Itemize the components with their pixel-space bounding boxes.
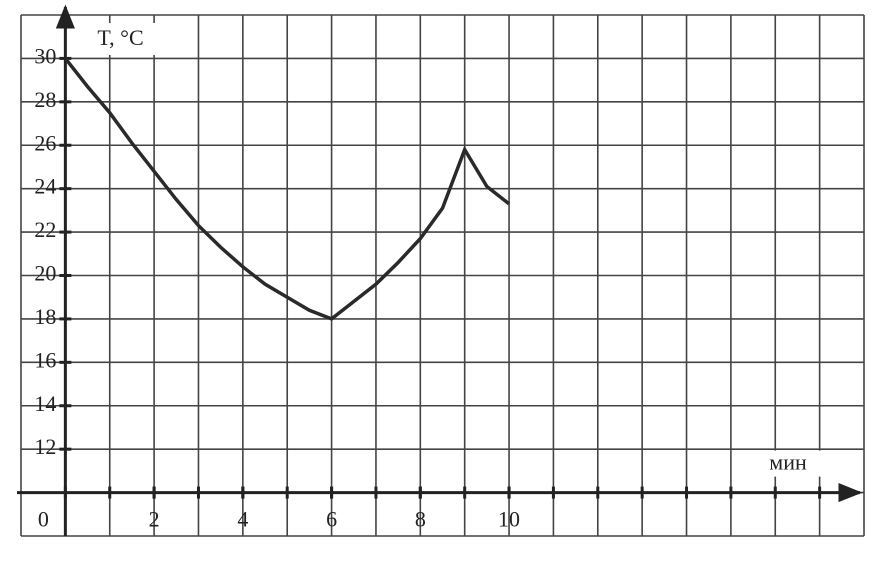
x-tick-label: 10 [498, 507, 520, 532]
label-bg [754, 450, 822, 477]
y-tick-label: 22 [34, 217, 56, 242]
y-tick-label: 28 [34, 87, 56, 112]
y-tick-label: 24 [34, 174, 56, 199]
x-axis-label: мин [769, 450, 807, 475]
x-tick-label: 6 [326, 507, 337, 532]
label-bg [91, 23, 172, 55]
x-tick-label: 0 [38, 507, 49, 532]
x-tick-label: 4 [237, 507, 248, 532]
y-tick-label: 14 [34, 391, 56, 416]
y-tick-label: 18 [34, 304, 56, 329]
y-tick-label: 30 [34, 43, 56, 68]
y-tick-label: 16 [34, 347, 56, 372]
y-tick-label: 12 [34, 434, 56, 459]
data-line [63, 57, 511, 321]
y-axis-label: T, °C [97, 25, 143, 50]
y-tick-label: 26 [34, 130, 56, 155]
x-tick-label: 2 [149, 507, 160, 532]
x-tick-label: 8 [415, 507, 426, 532]
y-tick-label: 20 [34, 261, 56, 286]
